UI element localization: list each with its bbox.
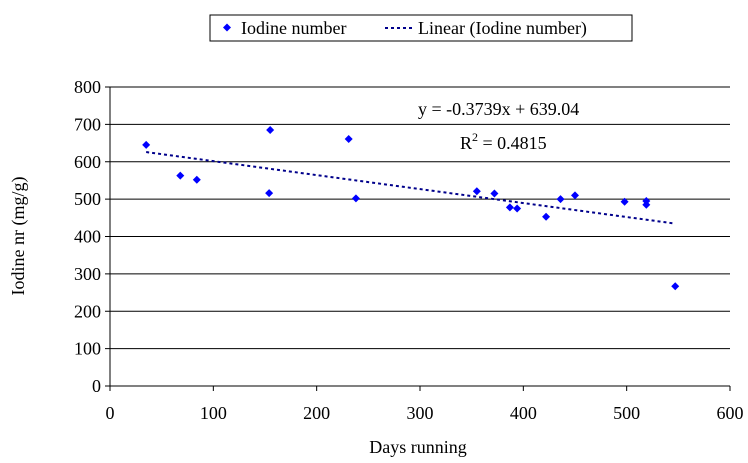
data-point	[176, 171, 185, 180]
grid-lines	[110, 86, 730, 350]
data-point	[513, 204, 522, 213]
data-point	[671, 282, 680, 291]
data-point	[642, 200, 651, 209]
data-point	[542, 212, 551, 221]
trendline-r-squared: R2 = 0.4815	[460, 130, 547, 153]
data-point	[142, 140, 151, 149]
data-point	[192, 175, 201, 184]
y-tick-label: 500	[74, 189, 101, 209]
x-tick-label: 0	[106, 403, 115, 423]
data-point	[472, 187, 481, 196]
x-tick-label: 400	[510, 403, 537, 423]
data-point	[344, 134, 353, 143]
data-point	[620, 197, 629, 206]
data-point	[505, 203, 514, 212]
x-tick-label: 600	[717, 403, 744, 423]
legend-label-iodine-number: Iodine number	[241, 18, 346, 38]
data-points	[142, 125, 680, 291]
axes: 0 100 200 300 400 500 600 700 800 0 100 200 300 400 50…	[74, 77, 744, 423]
legend-marker-icon	[223, 23, 231, 32]
y-tick-label: 200	[74, 301, 101, 321]
data-point	[556, 195, 565, 204]
legend: Iodine number Linear (Iodine number)	[209, 14, 633, 42]
y-tick-label: 300	[74, 264, 101, 284]
x-tick-label: 200	[303, 403, 330, 423]
y-tick-label: 800	[74, 77, 101, 97]
r-squared-exponent: 2	[472, 130, 478, 144]
x-tick-label: 500	[613, 403, 640, 423]
data-point	[351, 194, 360, 203]
y-tick-label: 0	[92, 376, 101, 396]
trendline	[146, 151, 676, 225]
x-tick-label: 100	[200, 403, 227, 423]
y-tick-label: 700	[74, 114, 101, 134]
y-tick-label: 400	[74, 227, 101, 247]
legend-box	[209, 14, 633, 42]
trendline-line	[146, 151, 676, 225]
legend-label-trendline: Linear (Iodine number)	[418, 18, 587, 39]
x-tick-label: 300	[407, 403, 434, 423]
data-point	[266, 125, 275, 134]
y-axis-title: Iodine nr (mg/g)	[8, 177, 29, 296]
r-squared-prefix: R	[460, 133, 472, 153]
data-point	[490, 189, 499, 198]
trendline-equation: y = -0.3739x + 639.04	[418, 99, 579, 119]
r-squared-value: = 0.4815	[478, 133, 547, 153]
y-tick-label: 600	[74, 152, 101, 172]
x-axis-title: Days running	[369, 437, 467, 457]
data-point	[571, 191, 579, 200]
data-point	[265, 189, 274, 198]
y-tick-label: 100	[74, 339, 101, 359]
